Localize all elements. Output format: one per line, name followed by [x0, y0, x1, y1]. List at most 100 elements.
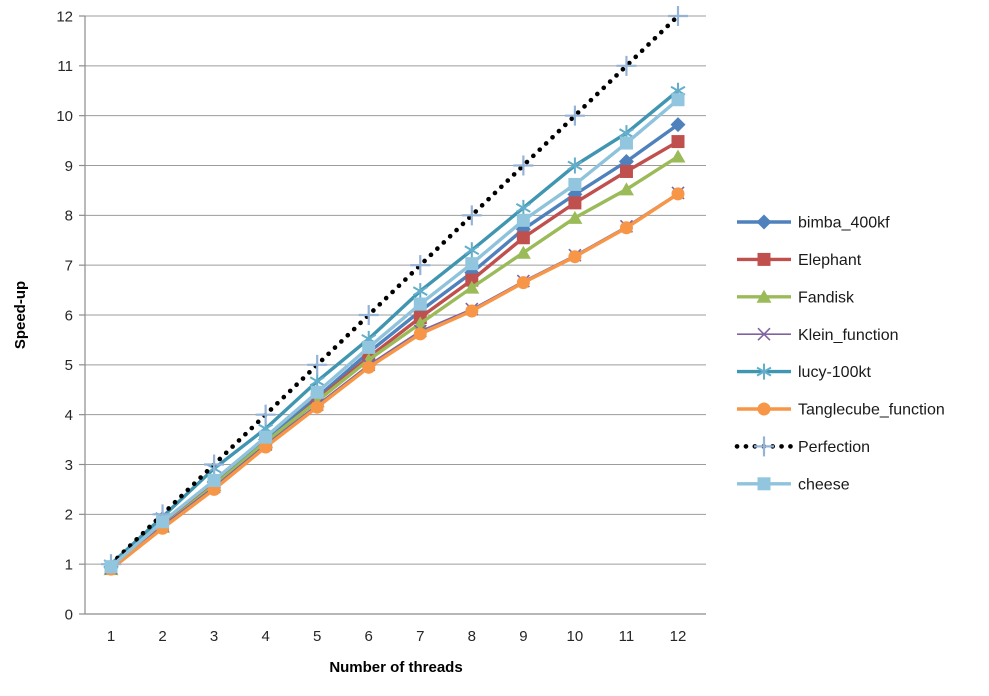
diamond-marker	[756, 214, 772, 230]
x-tick-label: 9	[519, 628, 527, 645]
triangle-marker	[618, 182, 634, 196]
square-marker	[465, 257, 479, 271]
legend-label: Elephant	[798, 252, 862, 269]
y-tick-label: 1	[65, 556, 73, 573]
legend-item-Klein_function: Klein_function	[737, 327, 899, 344]
x-tick-label: 5	[313, 628, 321, 645]
square-marker	[619, 164, 633, 178]
circle-marker	[362, 360, 376, 374]
y-axis-title: Speed-up	[12, 281, 29, 349]
plus-marker	[255, 404, 276, 425]
plus-marker	[307, 354, 328, 375]
square-marker	[568, 177, 582, 191]
diamond-marker	[670, 117, 686, 133]
plus-marker	[358, 305, 379, 325]
square-marker	[259, 430, 273, 444]
square-marker	[156, 515, 170, 529]
triangle-marker	[670, 149, 686, 163]
triangle-marker	[567, 210, 583, 224]
legend-label: Tanglecube_function	[798, 402, 945, 419]
circle-marker	[413, 327, 427, 341]
series-line	[109, 98, 680, 568]
square-marker	[207, 473, 221, 487]
x-tick-label: 10	[567, 628, 584, 645]
x-tick-label: 2	[158, 628, 166, 645]
square-marker	[413, 297, 427, 311]
y-tick-label: 6	[65, 307, 73, 324]
circle-marker	[259, 440, 273, 454]
triangle-marker	[515, 245, 531, 259]
legend-label: lucy-100kt	[798, 364, 871, 381]
asterisk-marker	[756, 363, 772, 380]
square-marker	[568, 196, 582, 210]
x-tick-label: 12	[670, 628, 687, 645]
plus-marker	[410, 255, 431, 276]
legend-item-lucy-100kt: lucy-100kt	[737, 363, 871, 381]
legend-label: Perfection	[798, 439, 870, 456]
circle-marker	[568, 250, 582, 264]
triangle-marker	[756, 289, 772, 303]
axes	[79, 15, 706, 615]
circle-marker	[516, 276, 530, 290]
legend-item-Elephant: Elephant	[737, 252, 862, 269]
circle-marker	[757, 402, 771, 416]
circle-marker	[619, 221, 633, 235]
legend-label: Fandisk	[798, 289, 855, 306]
plus-marker	[461, 205, 482, 226]
plus-marker	[204, 454, 225, 475]
legend-item-Perfection: Perfection	[734, 436, 870, 457]
y-tick-label: 7	[65, 257, 73, 274]
circle-marker	[671, 187, 685, 201]
series-Perfection	[101, 6, 688, 575]
series-line	[109, 155, 679, 571]
x-tick-label: 7	[416, 628, 424, 645]
x-tick-label: 1	[107, 628, 115, 645]
square-marker	[362, 340, 376, 354]
series-line	[109, 192, 679, 571]
square-marker	[310, 385, 324, 399]
asterisk-marker	[515, 199, 531, 216]
legend-item-Fandisk: Fandisk	[737, 289, 855, 306]
y-tick-label: 2	[65, 507, 73, 524]
series-line	[108, 13, 681, 567]
y-tick-label: 5	[65, 357, 73, 374]
plus-marker	[667, 6, 688, 26]
y-tick-label: 8	[65, 208, 73, 225]
square-marker	[104, 560, 118, 574]
x-tick-label: 4	[261, 628, 269, 645]
series-lines	[101, 6, 688, 576]
square-marker	[516, 231, 530, 245]
square-marker	[516, 213, 530, 227]
square-marker	[671, 93, 685, 107]
x-tick-label: 11	[619, 628, 635, 645]
asterisk-marker	[464, 242, 480, 259]
legend-item-bimba_400kf: bimba_400kf	[737, 214, 890, 232]
x-tick-label: 6	[365, 628, 373, 645]
asterisk-marker	[412, 283, 428, 300]
y-tick-label: 12	[56, 8, 73, 25]
square-marker	[757, 252, 771, 266]
legend: bimba_400kf Elephant Fandisk Klein_function…	[734, 214, 945, 493]
y-tick-label: 11	[57, 58, 73, 75]
plus-marker	[564, 105, 585, 126]
y-tick-label: 4	[65, 407, 73, 424]
x-axis-title: Number of threads	[329, 659, 462, 676]
x-tick-label: 3	[210, 628, 218, 645]
y-tick-label: 10	[56, 108, 73, 125]
legend-label: bimba_400kf	[798, 215, 890, 232]
y-tick-label: 3	[65, 457, 73, 474]
square-marker	[671, 135, 685, 149]
asterisk-marker	[567, 157, 583, 174]
legend-item-cheese: cheese	[737, 476, 850, 493]
plus-marker	[513, 155, 534, 176]
plus-marker	[754, 436, 774, 457]
square-marker	[757, 477, 771, 491]
circle-marker	[465, 304, 479, 318]
square-marker	[619, 136, 633, 150]
x-tick-label: 8	[468, 628, 476, 645]
triangle-marker	[464, 280, 480, 294]
legend-label: Klein_function	[798, 327, 899, 344]
y-tick-label: 0	[65, 606, 73, 623]
